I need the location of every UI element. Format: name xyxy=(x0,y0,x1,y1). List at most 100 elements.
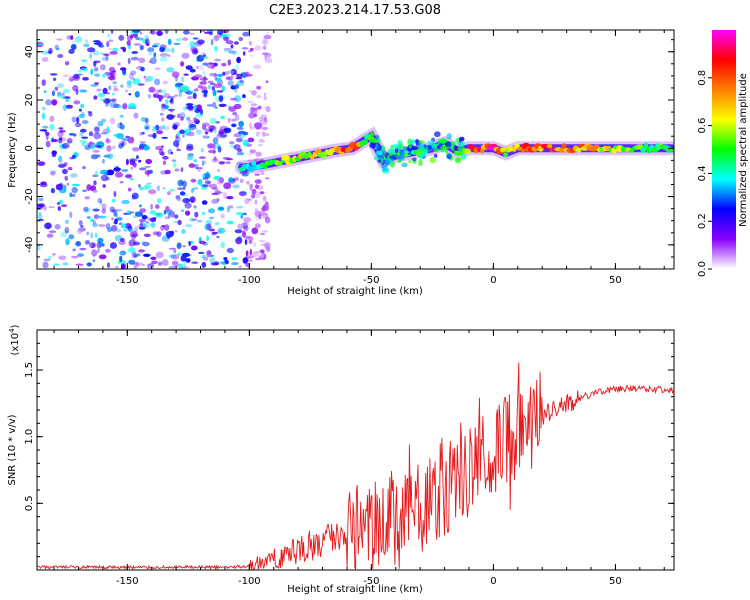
noise-speckle xyxy=(165,125,170,131)
noise-speckle xyxy=(234,114,240,121)
noise-speckle xyxy=(115,171,123,178)
noise-speckle xyxy=(262,45,267,50)
noise-speckle xyxy=(177,187,184,190)
noise-speckle xyxy=(107,153,114,160)
noise-speckle xyxy=(210,38,214,46)
noise-speckle xyxy=(235,206,244,209)
noise-speckle xyxy=(151,260,158,265)
noise-speckle xyxy=(147,47,155,53)
noise-speckle xyxy=(165,205,170,212)
noise-speckle xyxy=(159,46,166,53)
noise-speckle xyxy=(162,80,169,85)
noise-speckle xyxy=(191,126,197,130)
noise-speckle xyxy=(193,117,198,122)
noise-speckle xyxy=(205,235,210,242)
noise-speckle xyxy=(211,198,219,204)
noise-speckle xyxy=(48,206,56,209)
noise-speckle xyxy=(83,43,90,48)
noise-speckle xyxy=(142,263,145,267)
noise-speckle xyxy=(177,252,181,256)
noise-speckle xyxy=(243,225,249,232)
noise-speckle xyxy=(225,76,230,80)
noise-speckle xyxy=(103,53,110,56)
noise-speckle xyxy=(235,176,239,179)
noise-speckle xyxy=(85,39,88,44)
noise-speckle xyxy=(142,221,151,228)
noise-speckle xyxy=(202,135,210,139)
noise-speckle xyxy=(136,253,141,257)
noise-speckle xyxy=(171,71,180,78)
noise-speckle xyxy=(61,204,68,208)
noise-speckle xyxy=(214,73,218,80)
noise-speckle xyxy=(138,159,142,163)
noise-speckle xyxy=(160,117,165,122)
noise-speckle xyxy=(211,65,215,70)
spectrogram-marks xyxy=(37,30,674,269)
noise-speckle xyxy=(129,72,134,80)
noise-speckle xyxy=(207,251,211,256)
noise-speckle xyxy=(97,92,105,98)
ridge-scatter xyxy=(381,150,387,154)
colorbar-ticks: 0.0 0.2 0.4 0.6 0.8 xyxy=(697,70,712,277)
noise-speckle xyxy=(45,99,53,106)
spectrogram-x-label: Height of straight line (km) xyxy=(287,286,423,297)
noise-speckle xyxy=(106,262,111,268)
noise-speckle xyxy=(122,46,126,53)
noise-speckle xyxy=(202,177,209,181)
noise-speckle xyxy=(139,204,142,208)
noise-speckle xyxy=(39,129,48,132)
noise-speckle xyxy=(79,128,87,133)
noise-speckle xyxy=(183,30,190,35)
ridge-point xyxy=(546,143,553,149)
noise-speckle xyxy=(240,214,243,219)
noise-speckle xyxy=(48,255,52,260)
noise-speckle xyxy=(62,88,71,93)
noise-speckle xyxy=(176,242,182,249)
noise-speckle xyxy=(98,243,104,247)
noise-speckle xyxy=(251,126,254,129)
noise-speckle xyxy=(236,56,242,64)
noise-speckle xyxy=(262,131,266,137)
noise-speckle xyxy=(64,175,68,181)
noise-speckle xyxy=(73,100,81,105)
noise-speckle xyxy=(132,33,139,38)
snr-y-multiplier-exp: 4 xyxy=(8,328,16,333)
noise-speckle xyxy=(103,154,111,158)
noise-speckle xyxy=(254,173,261,176)
noise-speckle xyxy=(261,230,268,233)
noise-speckle xyxy=(218,129,224,136)
noise-speckle xyxy=(218,32,223,36)
noise-speckle xyxy=(235,211,244,216)
noise-speckle xyxy=(246,180,250,185)
noise-speckle xyxy=(112,47,119,52)
snr-x-label: Height of straight line (km) xyxy=(287,584,423,595)
noise-speckle xyxy=(132,147,140,152)
noise-speckle xyxy=(180,116,184,121)
noise-speckle xyxy=(239,133,245,139)
noise-speckle xyxy=(75,89,79,95)
noise-speckle xyxy=(206,223,212,230)
noise-speckle xyxy=(247,137,255,143)
noise-speckle xyxy=(203,160,207,165)
noise-speckle xyxy=(71,255,79,259)
noise-speckle xyxy=(105,248,111,253)
noise-speckle xyxy=(182,252,191,257)
noise-speckle xyxy=(209,257,216,264)
noise-speckle xyxy=(51,253,56,256)
x-tick-label: 50 xyxy=(609,275,622,286)
noise-speckle xyxy=(195,167,203,170)
noise-speckle xyxy=(185,224,193,228)
noise-speckle xyxy=(168,254,176,258)
noise-speckle xyxy=(87,111,92,113)
noise-speckle xyxy=(182,134,185,138)
noise-speckle xyxy=(92,259,96,262)
noise-speckle xyxy=(118,252,126,255)
noise-speckle xyxy=(177,113,181,119)
noise-speckle xyxy=(105,138,111,144)
noise-speckle xyxy=(159,125,163,132)
ridge-scatter xyxy=(398,144,404,149)
noise-speckle xyxy=(56,47,60,51)
noise-speckle xyxy=(94,126,100,134)
noise-speckle xyxy=(127,229,136,232)
ridge-scatter xyxy=(408,143,413,149)
